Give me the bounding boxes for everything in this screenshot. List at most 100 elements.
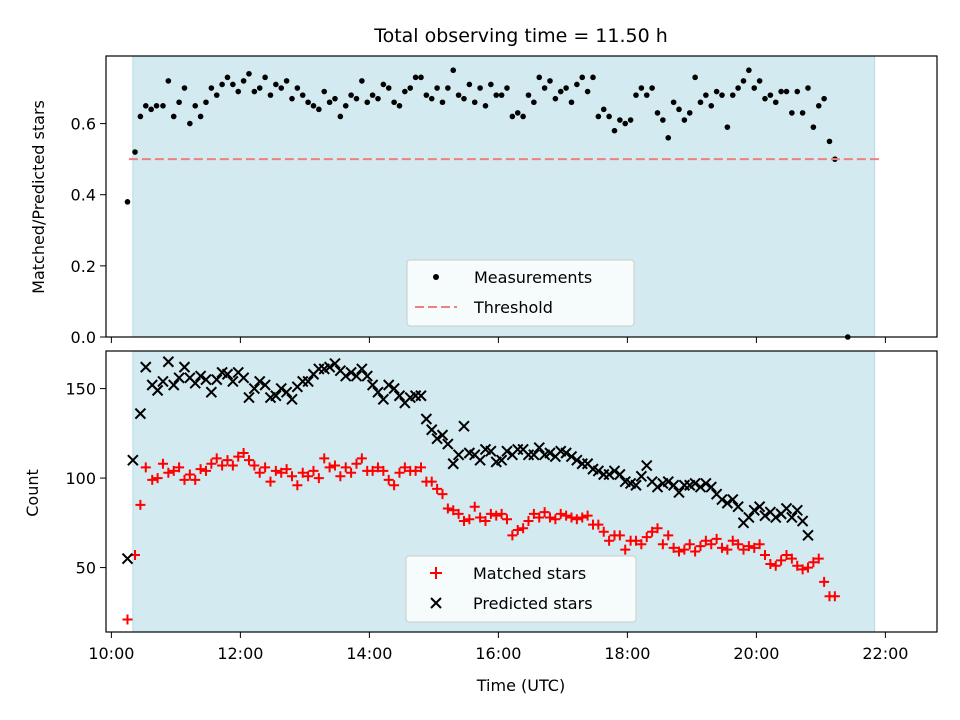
matched-point — [684, 539, 695, 550]
measurement-point — [676, 106, 682, 113]
measurement-point — [579, 74, 586, 81]
predicted-point — [780, 502, 793, 515]
predicted-point — [383, 379, 395, 391]
matched-point — [819, 576, 830, 587]
matched-point — [528, 508, 539, 519]
predicted-point — [173, 372, 185, 384]
matched-point — [759, 550, 770, 561]
matched-point — [679, 544, 690, 555]
matched-point — [200, 465, 211, 476]
predicted-point — [614, 468, 626, 481]
matched-point — [663, 530, 674, 541]
predicted-point — [178, 361, 191, 373]
measurement-point — [783, 88, 790, 95]
predicted-point — [603, 468, 615, 481]
measurement-point — [815, 102, 822, 109]
top-ytick-label: 0.0 — [71, 328, 96, 347]
predicted-point — [270, 390, 282, 402]
predicted-point — [501, 445, 513, 457]
matched-point — [496, 508, 507, 519]
measurement-point — [455, 92, 462, 98]
measurement-point — [595, 113, 602, 120]
matched-point — [781, 550, 792, 561]
bottom-legend-box — [405, 555, 637, 623]
measurement-point — [708, 102, 715, 109]
measurement-point — [724, 124, 731, 130]
measurement-point — [380, 81, 387, 88]
predicted-point — [302, 375, 314, 388]
matched-point — [243, 455, 254, 466]
predicted-point — [168, 379, 180, 391]
xtick-label: 22:00 — [862, 644, 908, 663]
matched-point — [480, 516, 491, 527]
matched-point — [453, 508, 464, 519]
top-ticks: 0.0 0.2 0.4 0.6 — [71, 115, 886, 347]
predicted-point — [495, 454, 508, 466]
measurement-point — [137, 113, 144, 120]
measurement-point — [412, 74, 419, 81]
measurement-point — [337, 113, 344, 120]
measurement-point — [273, 81, 279, 88]
measurement-point — [611, 127, 618, 134]
measurement-point — [563, 85, 569, 91]
matched-point — [776, 555, 787, 566]
matched-point — [222, 455, 233, 466]
measurement-point — [794, 88, 801, 95]
matched-point — [829, 591, 840, 602]
matched-point — [695, 541, 706, 552]
predicted-point — [275, 382, 287, 395]
predicted-point — [134, 407, 147, 420]
predicted-point — [791, 504, 803, 517]
predicted-point — [329, 357, 341, 370]
legend-matched-marker — [430, 567, 442, 579]
matched-point — [577, 512, 588, 523]
matched-point — [534, 512, 545, 523]
matched-point — [582, 510, 593, 521]
measurement-point — [600, 106, 607, 113]
measurement-point — [719, 92, 725, 98]
measurement-point — [568, 99, 575, 106]
measurement-point — [810, 124, 817, 130]
predicted-point — [447, 458, 459, 470]
matched-point — [389, 480, 400, 491]
measurement-point — [482, 102, 489, 109]
matched-point — [394, 467, 405, 478]
predicted-point — [420, 413, 433, 425]
predicted-point — [560, 447, 572, 459]
measurement-point — [391, 99, 397, 106]
measurement-point — [541, 85, 548, 91]
measurement-point — [584, 88, 591, 95]
predicted-point — [796, 515, 809, 527]
predicted-point — [345, 366, 357, 379]
predicted-point — [280, 386, 293, 398]
predicted-point — [705, 481, 717, 493]
top-panel: 0.0 0.2 0.4 0.6 Matched/Predicted stars Mea… — [29, 55, 938, 347]
matched-point — [571, 514, 582, 525]
matched-point — [206, 458, 217, 469]
matched-point — [593, 519, 604, 530]
predicted-point — [254, 375, 266, 388]
measurement-point — [316, 106, 322, 113]
matched-point — [351, 458, 362, 469]
measurement-point — [826, 138, 833, 145]
measurement-point — [713, 88, 720, 95]
matched-point — [797, 564, 808, 575]
measurement-point — [170, 113, 177, 120]
measurement-point — [402, 88, 408, 95]
matched-point — [458, 516, 469, 527]
matched-point — [184, 469, 195, 480]
matched-point — [716, 542, 727, 553]
measurement-point — [692, 74, 698, 81]
predicted-point — [474, 454, 486, 466]
measurement-point — [192, 102, 199, 109]
predicted-point — [286, 393, 298, 406]
predicted-point — [608, 465, 621, 477]
matched-point — [356, 453, 367, 464]
measurement-point — [326, 99, 333, 106]
bottom-ytick-label: 50 — [76, 559, 96, 578]
measurement-point — [246, 70, 252, 77]
matched-point — [722, 544, 733, 555]
top-axes-frame — [105, 55, 938, 338]
top-legend-box — [406, 259, 635, 327]
